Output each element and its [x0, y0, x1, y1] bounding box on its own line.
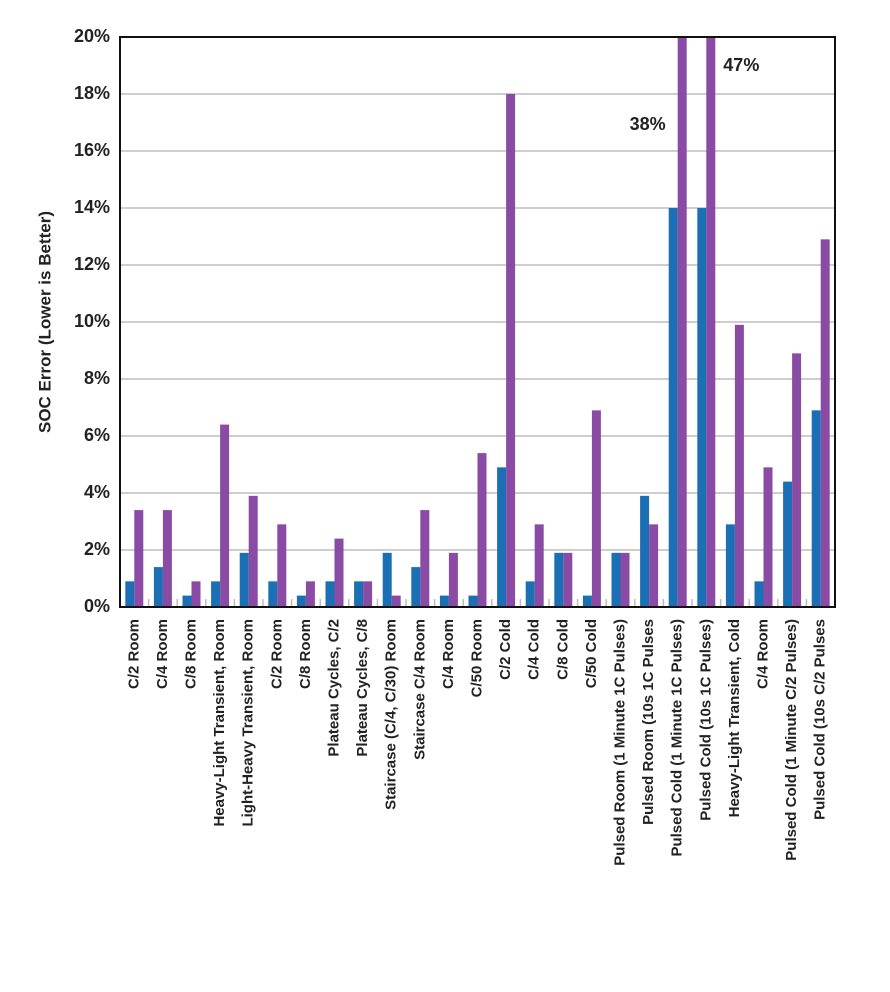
x-tick-label: C/4 Room [440, 619, 457, 689]
bar [649, 524, 659, 607]
x-tick-label: C/2 Room [125, 619, 142, 689]
bar [468, 595, 478, 607]
y-tick-label: 10% [74, 311, 110, 331]
bar [448, 552, 458, 607]
bar [506, 94, 516, 607]
y-tick-label: 12% [74, 254, 110, 274]
x-tick-label: C/4 Cold [526, 619, 543, 680]
bar [611, 552, 621, 607]
y-axis-title: SOC Error (Lower is Better) [35, 211, 54, 433]
bar [811, 410, 821, 607]
bar [134, 510, 144, 607]
bar [554, 552, 564, 607]
bar [125, 581, 135, 607]
bar [191, 581, 201, 607]
x-tick-label: Heavy-Light Transient, Cold [726, 619, 743, 817]
bar [754, 581, 764, 607]
x-tick-label: Staircase C/4 Room [411, 619, 428, 760]
x-tick-label: Pulsed Cold (1 Minute 1C Pulses) [669, 619, 686, 857]
bar [620, 552, 630, 607]
x-tick-label: Pulsed Room (10s 1C Pulses [640, 619, 657, 825]
x-tick-label: Pulsed Room (1 Minute 1C Pulses) [611, 619, 628, 866]
bar [391, 595, 401, 607]
bar [725, 524, 735, 607]
x-tick-label: C/50 Room [468, 619, 485, 697]
x-tick-label: Heavy-Light Transient, Room [211, 619, 228, 827]
bar [325, 581, 335, 607]
bar [411, 567, 421, 607]
bar [248, 495, 258, 607]
bar [439, 595, 449, 607]
x-tick-label: Pulsed Cold (10s C/2 Pulses [812, 619, 829, 820]
y-tick-label: 14% [74, 197, 110, 217]
y-tick-label: 2% [84, 539, 110, 559]
x-tick-label: Pulsed Cold (10s 1C Pulses) [697, 619, 714, 821]
bar [268, 581, 278, 607]
bar [277, 524, 287, 607]
bar [182, 595, 192, 607]
y-tick-label: 16% [74, 140, 110, 160]
bar [239, 552, 249, 607]
bar [334, 538, 344, 607]
data-label: 47% [723, 55, 759, 75]
x-tick-label: C/50 Cold [583, 619, 600, 688]
bar [497, 467, 507, 607]
bar [220, 424, 230, 607]
bar [382, 552, 392, 607]
y-tick-label: 6% [84, 425, 110, 445]
y-tick-label: 8% [84, 368, 110, 388]
x-tick-label: C/4 Room [154, 619, 171, 689]
y-tick-label: 0% [84, 596, 110, 616]
y-tick-label: 20% [74, 26, 110, 46]
bar [162, 510, 172, 607]
y-tick-label: 18% [74, 83, 110, 103]
plot-frame [119, 36, 836, 608]
x-tick-label: Staircase (C/4, C/30) Room [383, 619, 400, 810]
x-tick-label: Plateau Cycles, C/8 [354, 619, 371, 757]
bar [783, 481, 793, 607]
bar [677, 37, 687, 607]
bar [305, 581, 315, 607]
bar [734, 324, 744, 607]
plot-area [125, 37, 830, 607]
bar [668, 208, 678, 607]
y-tick-label: 4% [84, 482, 110, 502]
x-tick-label: Pulsed Cold (1 Minute C/2 Pulses) [783, 619, 800, 861]
bar [420, 510, 430, 607]
bar [153, 567, 163, 607]
data-label: 38% [630, 114, 666, 134]
x-tick-label: Light-Heavy Transient, Room [240, 619, 257, 827]
bar [534, 524, 544, 607]
bar [563, 552, 573, 607]
x-tick-label: C/8 Room [182, 619, 199, 689]
bar [640, 495, 650, 607]
bar [792, 353, 802, 607]
bar [363, 581, 373, 607]
bar [477, 453, 487, 607]
bar [591, 410, 601, 607]
bar [296, 595, 306, 607]
bar [820, 239, 830, 607]
bar [582, 595, 592, 607]
x-tick-label: C/4 Room [754, 619, 771, 689]
x-tick-label: C/2 Room [268, 619, 285, 689]
bar [763, 467, 773, 607]
x-tick-label: C/8 Room [297, 619, 314, 689]
x-tick-label: C/8 Cold [554, 619, 571, 680]
bar [706, 37, 716, 607]
bar [697, 208, 707, 607]
bar [354, 581, 364, 607]
bar [525, 581, 535, 607]
x-tick-label: Plateau Cycles, C/2 [325, 619, 342, 757]
x-tick-label: C/2 Cold [497, 619, 514, 680]
bar [211, 581, 221, 607]
